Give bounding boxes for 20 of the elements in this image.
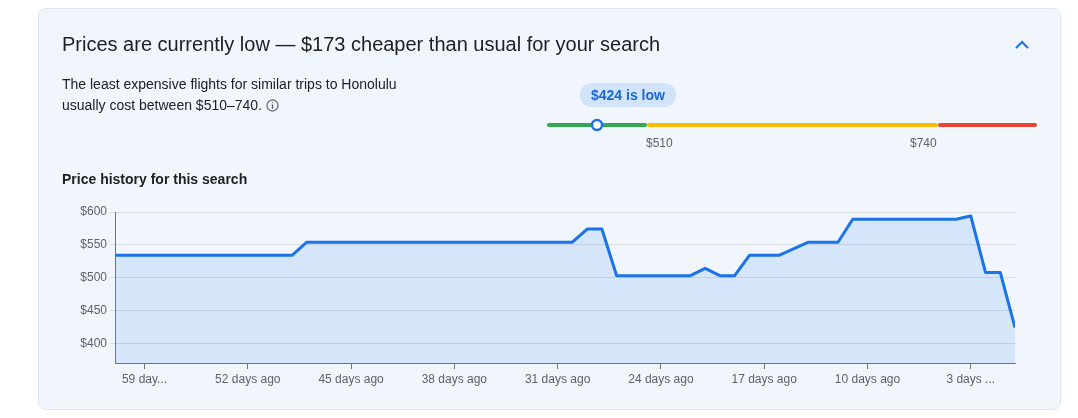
y-tick-label: $500 xyxy=(80,269,108,284)
x-tick-label: 59 day... xyxy=(121,371,168,386)
x-tick-label: 38 days ago xyxy=(421,371,488,386)
x-tick-label: 3 days ... xyxy=(946,371,996,386)
chart-title: Price history for this search xyxy=(62,171,248,187)
y-tick-label: $400 xyxy=(80,335,108,350)
text: Prices are currently low — $173 cheaper than usual for your search xyxy=(62,33,661,56)
text: $424 is low xyxy=(580,83,676,107)
y-tick-label: $450 xyxy=(80,302,108,317)
x-tick-label: 45 days ago xyxy=(318,371,385,386)
x-tick-label: 24 days ago xyxy=(628,371,694,386)
x-tick-label: 10 days ago xyxy=(834,371,901,386)
y-tick-label: $550 xyxy=(80,237,108,252)
text: The least expensive flights for similar trips to Honolulu usually cost between $510–740. xyxy=(62,75,398,115)
x-tick-label: 31 days ago xyxy=(524,371,591,386)
x-tick-label: 17 days ago xyxy=(731,371,798,386)
text: $740 xyxy=(910,136,937,150)
x-tick-label: 52 days ago xyxy=(215,371,281,386)
text: $510 xyxy=(646,136,673,150)
y-tick-label: $600 xyxy=(80,204,108,219)
